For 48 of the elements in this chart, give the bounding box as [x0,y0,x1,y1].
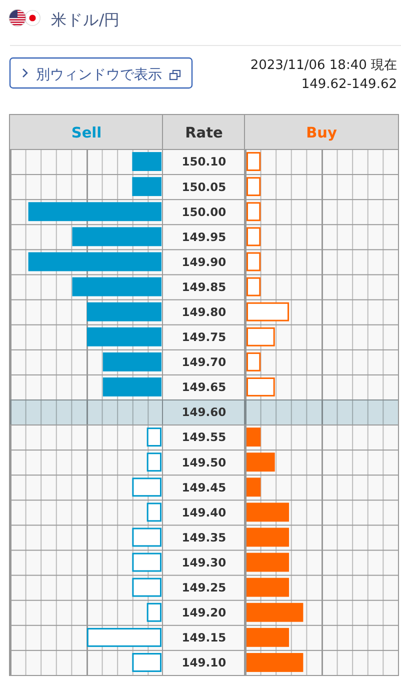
bar [246,252,261,272]
y-tick-label: 149.35 [182,530,226,544]
y-tick-label: 149.10 [182,656,226,670]
bar [246,227,261,246]
bar [246,302,290,322]
bar [246,202,261,222]
y-tick-label: 149.95 [182,230,226,244]
y-tick-label: 150.05 [182,180,226,194]
y-tick-label: 149.60 [182,405,226,420]
bar [246,428,261,447]
bar [246,552,290,572]
text: Sell [71,126,102,142]
y-tick-label: 149.45 [182,480,226,494]
bar [246,352,261,372]
bar [246,452,275,472]
text: 149.62-149.62 [301,77,397,92]
y-tick-label: 149.90 [182,254,226,269]
y-tick-label: 149.65 [182,380,226,394]
y-tick-label: 149.80 [182,305,226,320]
bar [246,327,275,346]
bar [246,277,261,296]
y-tick-label: 149.25 [182,580,226,595]
y-tick-label: 150.00 [182,204,226,219]
bar [246,578,290,597]
bar [246,528,290,547]
bar [246,602,304,622]
y-axis-title: Rate [185,126,224,142]
text: 2023/11/06 18:40 現在 [250,58,397,73]
y-tick-label: 149.15 [182,630,226,645]
chart-title: 米ドル/円 [51,11,120,29]
y-tick-label: 149.75 [182,330,226,344]
bar [246,502,290,522]
bar [246,628,290,647]
y-tick-label: 149.50 [182,455,226,470]
y-tick-label: 149.85 [182,280,226,294]
bar [246,177,261,196]
bar [246,377,275,396]
y-tick-label: 149.30 [182,555,226,570]
text: 別ウィンドウで表示 [36,67,162,83]
y-tick-label: 149.20 [182,606,226,620]
bar [246,653,304,672]
y-tick-label: 150.10 [182,154,226,169]
y-tick-label: 149.70 [182,355,226,370]
text: Buy [306,126,338,142]
y-tick-label: 149.40 [182,505,226,520]
bar [246,478,261,497]
y-tick-label: 149.55 [182,430,226,444]
bar [246,152,261,171]
